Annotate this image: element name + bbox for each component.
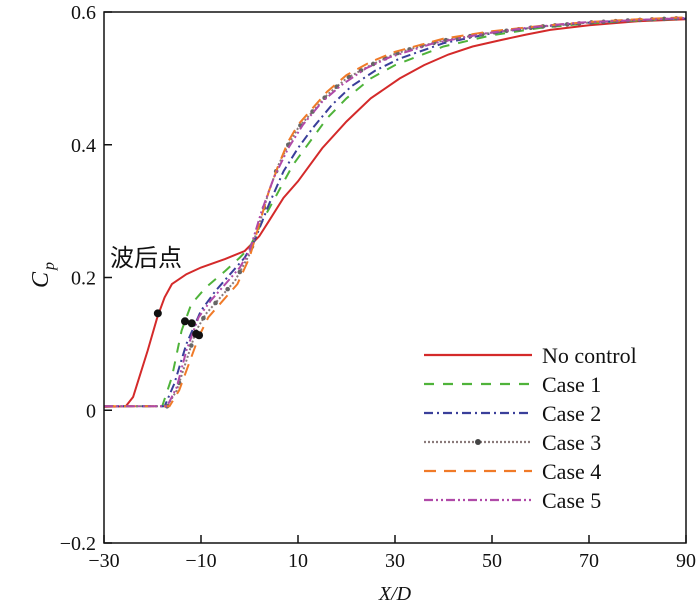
shock-point-marker xyxy=(187,319,196,328)
y-tick-label: 0.4 xyxy=(71,135,96,157)
y-axis-label: C xyxy=(28,271,54,288)
y-tick-label: 0 xyxy=(86,400,96,422)
series-marker xyxy=(213,300,218,306)
shock-point-marker xyxy=(153,309,162,318)
x-tick-label: −10 xyxy=(185,550,216,572)
x-tick-label: −30 xyxy=(88,550,119,572)
series-marker xyxy=(370,61,376,67)
series-marker xyxy=(661,16,667,22)
x-tick-label: 10 xyxy=(288,550,308,572)
legend-label: No control xyxy=(542,343,637,368)
shock-point-marker xyxy=(195,331,204,340)
series-line-no-control xyxy=(104,18,686,408)
y-tick-label: 0.6 xyxy=(71,2,96,24)
y-tick-label: −0.2 xyxy=(60,533,96,555)
series-marker xyxy=(237,269,243,275)
legend-label: Case 1 xyxy=(542,372,601,397)
x-tick-label: 70 xyxy=(579,550,599,572)
annotation-shock-point: 波后点 xyxy=(110,245,182,272)
legend-label: Case 4 xyxy=(542,459,601,484)
series-marker xyxy=(189,343,194,348)
shock-point-marker xyxy=(180,317,189,326)
y-tick-label: 0.2 xyxy=(71,268,96,290)
x-tick-label: 50 xyxy=(482,550,502,572)
x-tick-label: 90 xyxy=(676,550,696,572)
legend-marker xyxy=(475,439,481,445)
x-axis-label: X/D xyxy=(378,583,412,605)
series-marker xyxy=(201,315,206,321)
series-line-case-1 xyxy=(104,17,686,408)
legend-label: Case 3 xyxy=(542,430,601,455)
y-axis-label-subscript: p xyxy=(41,262,58,271)
series-line-case-5 xyxy=(104,17,686,408)
legend-label: Case 5 xyxy=(542,488,601,513)
legend-label: Case 2 xyxy=(542,401,601,426)
series-marker xyxy=(225,286,230,292)
x-tick-label: 30 xyxy=(385,550,405,572)
